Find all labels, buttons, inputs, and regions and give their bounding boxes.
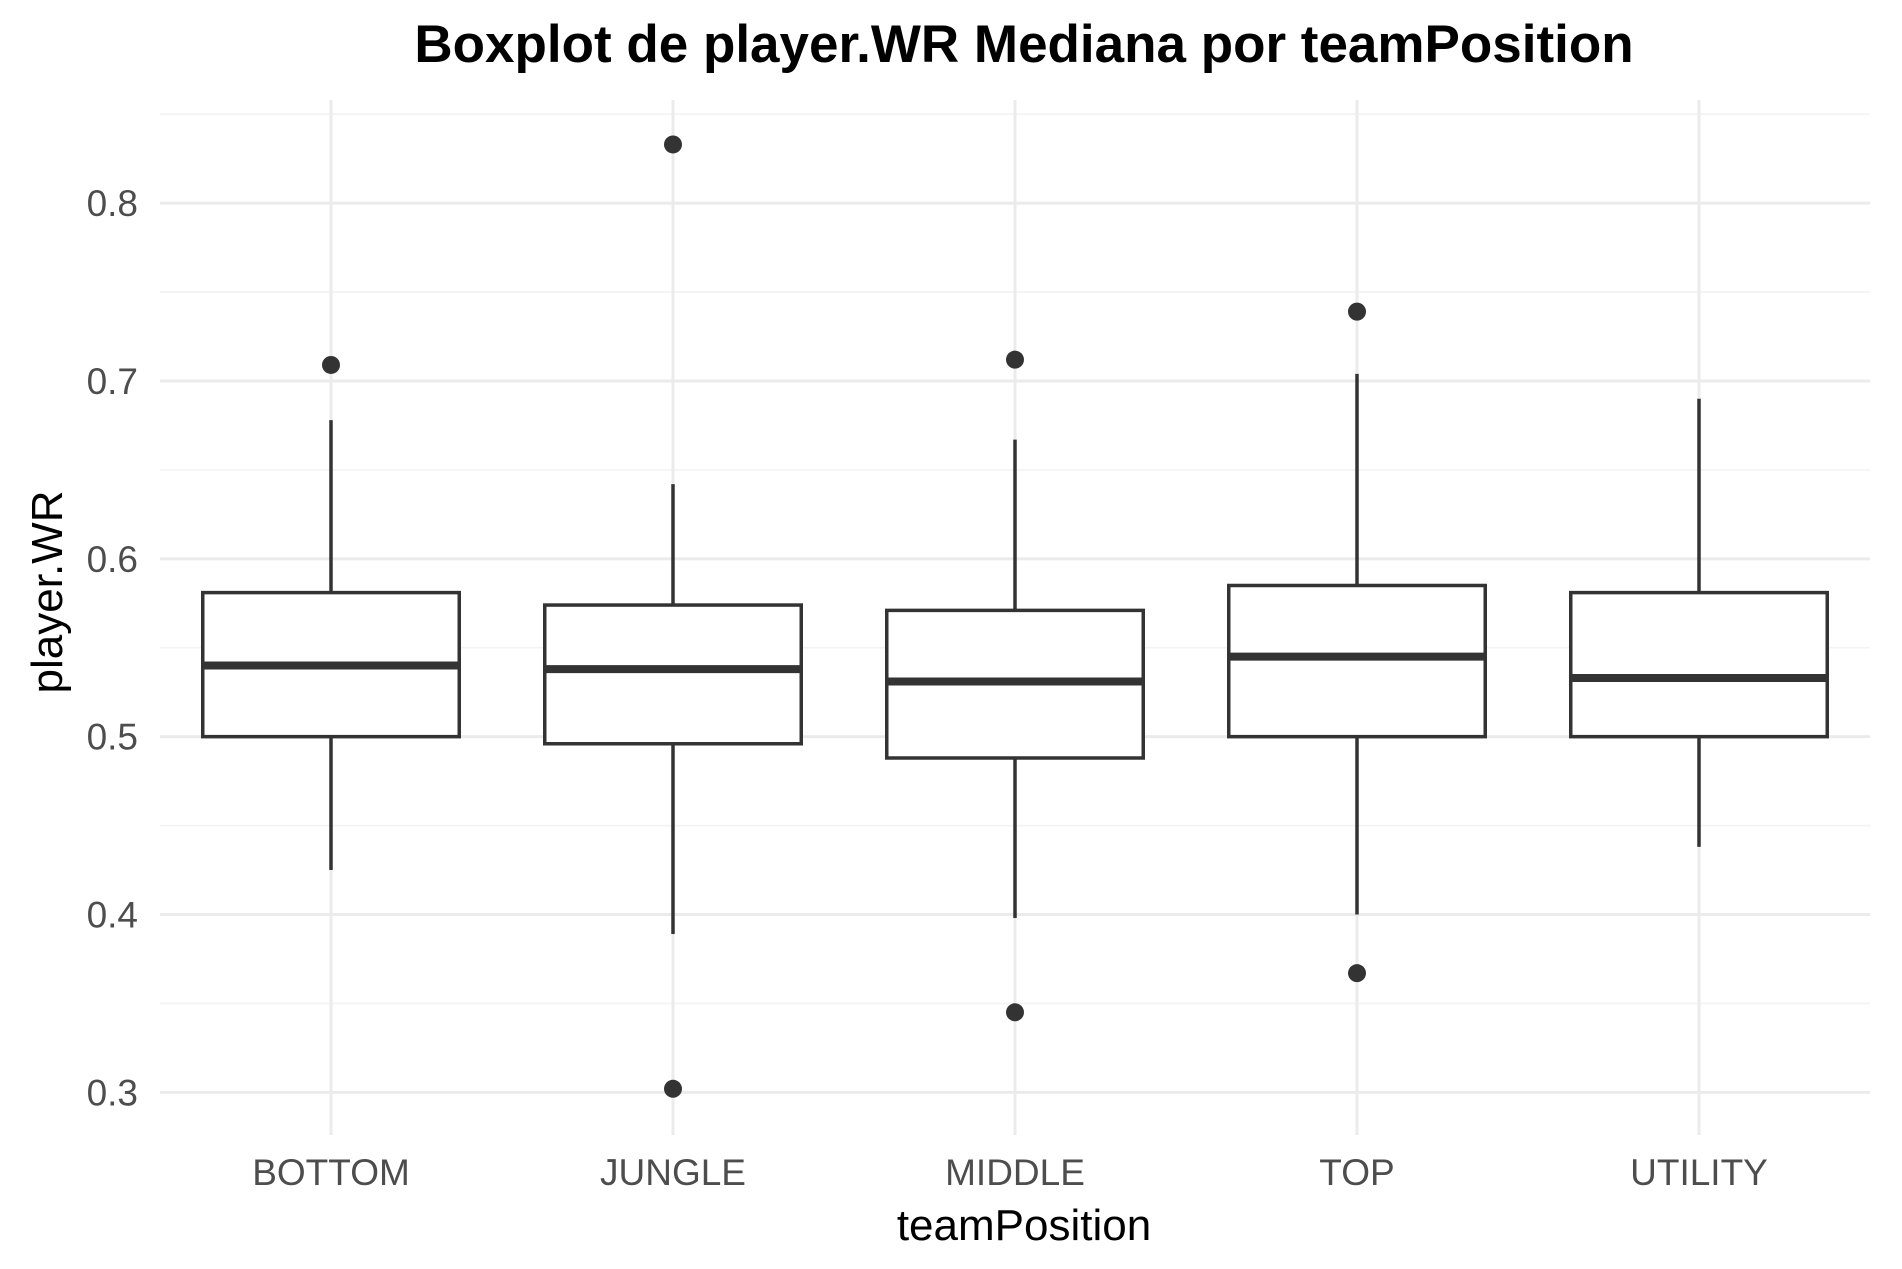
x-axis-label: teamPosition (897, 1201, 1151, 1250)
x-tick-label: TOP (1319, 1152, 1394, 1193)
outlier-point (1006, 350, 1024, 369)
box-jungle (543, 135, 803, 1098)
box-iqr (1227, 583, 1487, 739)
box-iqr (1569, 590, 1829, 739)
y-axis-label: player.WR (23, 491, 72, 694)
x-tick-label: BOTTOM (252, 1152, 410, 1193)
outlier-point (1348, 964, 1366, 983)
tick-layer: 0.3 0.4 0.5 0.6 0.7 0.8 BOTTOM JUNGLE MIDDLE TOP U… (87, 183, 1768, 1193)
box-top (1227, 302, 1487, 983)
y-tick-label: 0.7 (87, 361, 138, 402)
y-tick-label: 0.6 (87, 539, 138, 580)
box-iqr (543, 603, 803, 746)
outlier-point (664, 1079, 682, 1098)
x-tick-label: UTILITY (1630, 1152, 1768, 1193)
outlier-point (322, 355, 340, 374)
box-utility (1569, 398, 1829, 847)
box-layer (201, 135, 1829, 1098)
outlier-point (1006, 1003, 1024, 1022)
outlier-point (664, 135, 682, 154)
y-tick-label: 0.3 (87, 1072, 138, 1113)
y-tick-label: 0.4 (87, 894, 138, 935)
box-middle (885, 350, 1145, 1022)
box-bottom (201, 355, 461, 871)
outlier-point (1348, 302, 1366, 321)
y-tick-label: 0.8 (87, 183, 138, 224)
y-tick-label: 0.5 (87, 717, 138, 758)
x-tick-label: JUNGLE (600, 1152, 746, 1193)
chart-title: Boxplot de player.WR Mediana por teamPos… (414, 15, 1633, 74)
x-tick-label: MIDDLE (945, 1152, 1085, 1193)
